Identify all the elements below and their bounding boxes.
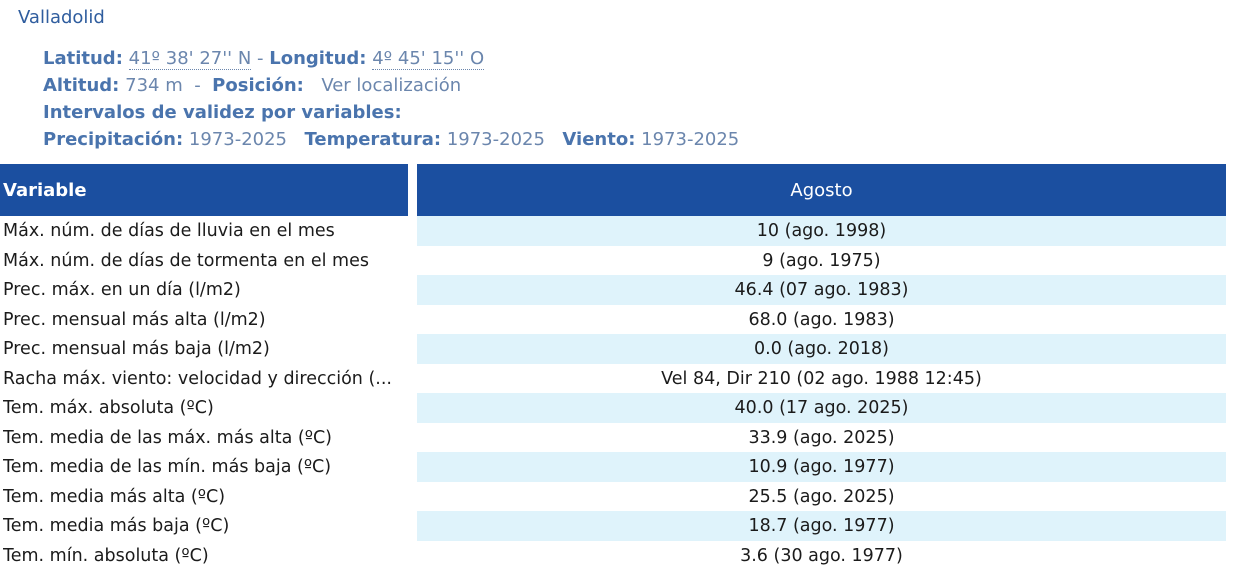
intervals-row: Intervalos de validez por variables: [43, 99, 739, 126]
variable-name: Prec. máx. en un día (l/m2) [3, 280, 241, 300]
temperature-label: Temperatura: [304, 129, 442, 150]
wind-label: Viento: [562, 129, 636, 150]
variable-name: Tem. media de las máx. más alta (ºC) [3, 427, 332, 448]
record-value: Vel 84, Dir 210 (02 ago. 1988 12:45) [661, 368, 982, 389]
longitude-value: 4º 45' 15'' O [372, 48, 485, 70]
latitude-label: Latitud: [43, 48, 123, 69]
variable-name: Tem. mín. absoluta (ºC) [3, 545, 209, 566]
table-row: Tem. máx. absoluta (ºC) 40.0 (17 ago. 20… [0, 393, 1226, 423]
separator: - [188, 75, 207, 96]
wind-interval: 1973-2025 [641, 129, 740, 150]
coordinates-row: Latitud: 41º 38' 27'' N - Longitud: 4º 4… [43, 45, 739, 72]
record-value: 3.6 (30 ago. 1977) [740, 545, 903, 566]
latitude-value: 41º 38' 27'' N [128, 48, 252, 70]
record-value: 46.4 (07 ago. 1983) [417, 275, 1226, 305]
variable-name: Tem. media de las mín. más baja (ºC) [3, 457, 332, 477]
variable-name: Tem. media más baja (ºC) [3, 516, 230, 536]
table-row: Tem. media de las máx. más alta (ºC) 33.… [0, 423, 1226, 453]
variable-column-header: Variable [0, 164, 408, 216]
table-row: Tem. media de las mín. más baja (ºC) 10.… [0, 452, 1226, 482]
record-value: 68.0 (ago. 1983) [748, 309, 895, 330]
record-value: 10.9 (ago. 1977) [417, 452, 1226, 482]
variable-name: Máx. núm. de días de tormenta en el mes [3, 250, 369, 271]
table-row: Tem. media más baja (ºC) 18.7 (ago. 1977… [0, 511, 1226, 541]
record-value: 18.7 (ago. 1977) [417, 511, 1226, 541]
altitude-value: 734 m [125, 75, 183, 96]
variable-name: Tem. máx. absoluta (ºC) [3, 398, 214, 418]
record-value: 40.0 (17 ago. 2025) [417, 393, 1226, 423]
validity-row: Precipitación: 1973-2025 Temperatura: 19… [43, 126, 739, 153]
record-value: 10 (ago. 1998) [417, 216, 1226, 246]
altitude-label: Altitud: [43, 75, 120, 96]
records-table: Máx. núm. de días de lluvia en el mes 10… [0, 216, 1226, 570]
variable-name: Racha máx. viento: velocidad y dirección… [3, 368, 392, 389]
precipitation-label: Precipitación: [43, 129, 184, 150]
temperature-interval: 1973-2025 [446, 129, 545, 150]
variable-name: Prec. mensual más baja (l/m2) [3, 339, 270, 359]
variable-name: Tem. media más alta (ºC) [3, 486, 226, 507]
table-row: Prec. máx. en un día (l/m2) 46.4 (07 ago… [0, 275, 1226, 305]
table-row: Máx. núm. de días de tormenta en el mes … [0, 246, 1226, 276]
record-value: 0.0 (ago. 2018) [417, 334, 1226, 364]
month-column-header: Agosto [417, 164, 1226, 216]
table-row: Tem. mín. absoluta (ºC) 3.6 (30 ago. 197… [0, 541, 1226, 571]
station-info: Latitud: 41º 38' 27'' N - Longitud: 4º 4… [43, 45, 739, 153]
table-row: Tem. media más alta (ºC) 25.5 (ago. 2025… [0, 482, 1226, 512]
altitude-row: Altitud: 734 m - Posición: Ver localizac… [43, 72, 739, 99]
position-label: Posición: [212, 75, 304, 96]
precipitation-interval: 1973-2025 [188, 129, 288, 150]
variable-name: Máx. núm. de días de lluvia en el mes [3, 221, 335, 241]
station-title: Valladolid [18, 7, 105, 28]
table-row: Prec. mensual más alta (l/m2) 68.0 (ago.… [0, 305, 1226, 335]
table-row: Racha máx. viento: velocidad y dirección… [0, 364, 1226, 394]
intervals-label: Intervalos de validez por variables: [43, 102, 402, 123]
table-row: Prec. mensual más baja (l/m2) 0.0 (ago. … [0, 334, 1226, 364]
variable-name: Prec. mensual más alta (l/m2) [3, 309, 266, 330]
view-location-link[interactable]: Ver localización [321, 75, 462, 96]
record-value: 25.5 (ago. 2025) [748, 486, 895, 507]
record-value: 33.9 (ago. 2025) [748, 427, 895, 448]
separator: - [257, 48, 270, 69]
record-value: 9 (ago. 1975) [762, 250, 881, 271]
longitude-label: Longitud: [269, 48, 367, 69]
table-row: Máx. núm. de días de lluvia en el mes 10… [0, 216, 1226, 246]
